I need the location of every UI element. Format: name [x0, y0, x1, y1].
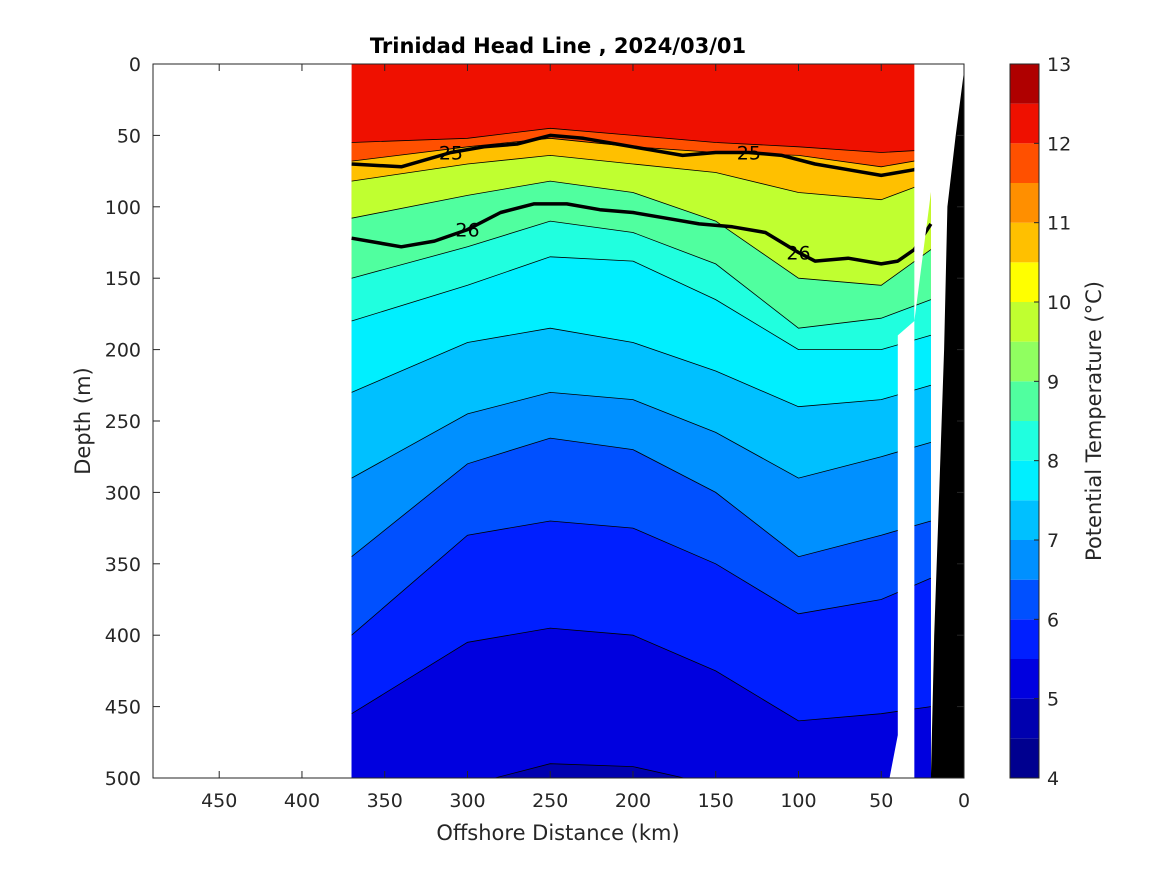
x-tick-label: 350	[367, 790, 403, 812]
isotherm-6	[351, 520, 932, 636]
y-tick-label: 150	[105, 268, 141, 290]
x-axis-label: Offshore Distance (km)	[436, 821, 679, 845]
isotherm-10	[351, 154, 932, 201]
isotherm-7	[351, 391, 932, 479]
x-tick-label: 300	[449, 790, 485, 812]
isotherm-5	[493, 763, 686, 778]
density-contour-label-25: 25	[439, 143, 463, 165]
isotherm-8	[351, 256, 932, 350]
x-tick-label: 100	[780, 790, 816, 812]
x-tick-label: 150	[698, 790, 734, 812]
y-tick-label: 0	[129, 54, 141, 76]
isotherm-12	[351, 127, 931, 153]
density-contour-layer: 25 25 26 26	[351, 133, 933, 266]
colorbar-tick-label: 11	[1047, 213, 1071, 235]
colorbar-swatch	[1010, 341, 1039, 382]
colorbar-swatch	[1010, 381, 1039, 421]
y-tick-label: 100	[105, 197, 141, 219]
density-contour-label-25: 25	[737, 143, 761, 165]
colorbar-frame	[1009, 63, 1040, 779]
x-tick-label: 200	[615, 790, 651, 812]
isotherm-7.5	[351, 327, 932, 408]
colorbar-swatch	[1010, 460, 1039, 501]
bathymetry-layer	[889, 64, 964, 778]
colorbar-tick-label: 5	[1047, 689, 1059, 711]
isotherm-8.5	[351, 220, 932, 329]
x-tick-label: 400	[284, 790, 320, 812]
x-tick-label: 250	[532, 790, 568, 812]
y-tick-label: 200	[105, 340, 141, 362]
isotherm-6.5	[351, 437, 932, 558]
colorbar-swatch	[1010, 579, 1039, 620]
colorbar-swatch	[1010, 103, 1039, 144]
chart-title: Trinidad Head Line , 2024/03/01	[370, 34, 746, 58]
x-tick-label: 50	[869, 790, 893, 812]
colorbar-tick-label: 4	[1047, 768, 1059, 790]
y-tick-label: 350	[105, 554, 141, 576]
temp-band-5	[494, 763, 684, 778]
colorbar-swatch	[1010, 421, 1039, 461]
density-contour-25	[351, 133, 932, 178]
temperature-fill-layer	[351, 64, 931, 778]
colorbar-swatch	[1010, 540, 1039, 580]
isotherm-11	[351, 137, 931, 168]
y-tick-label: 50	[117, 125, 141, 147]
no-data-mask	[889, 64, 964, 778]
colorbar-tick-label: 6	[1047, 609, 1059, 631]
colorbar-swatch	[1010, 64, 1039, 104]
colorbar-swatch	[1010, 698, 1039, 739]
colorbar-tick-label: 8	[1047, 451, 1059, 473]
colorbar-swatch	[1010, 143, 1039, 183]
colorbar-swatch	[1010, 659, 1039, 699]
colorbar-swatch	[1010, 183, 1039, 223]
colorbar-tick-label: 13	[1047, 54, 1071, 76]
plot-area: 25 25 26 26	[152, 63, 965, 779]
colorbar: 4 5 6 7 8 9 10 11 12 13	[1009, 54, 1071, 790]
x-axis: 450 400 350 300 250 200 150 100 50 0	[201, 64, 970, 812]
colorbar-swatch	[1010, 738, 1039, 778]
colorbar-swatch	[1010, 302, 1039, 342]
y-tick-label: 300	[105, 482, 141, 504]
x-tick-label: 450	[201, 790, 237, 812]
x-tick-label: 0	[958, 790, 970, 812]
density-contour-label-26: 26	[455, 220, 479, 242]
colorbar-swatch	[1010, 500, 1039, 540]
isotherm-contour-layer	[351, 127, 932, 778]
colorbar-tick-label: 10	[1047, 292, 1071, 314]
colorbar-tick-label: 7	[1047, 530, 1059, 552]
colorbar-swatch	[1010, 619, 1039, 659]
density-contour-label-26: 26	[786, 242, 810, 264]
temp-band-5.5	[351, 628, 931, 778]
bathymetry	[914, 71, 964, 778]
colorbar-label: Potential Temperature (°C)	[1082, 281, 1106, 561]
y-axis: 0 50 100 150 200 250 300 350 400 450 500	[105, 54, 964, 790]
colorbar-tick-label: 9	[1047, 371, 1059, 393]
y-tick-label: 500	[105, 768, 141, 790]
colorbar-swatch	[1010, 262, 1039, 302]
isotherm-5.5	[351, 627, 931, 722]
colorbar-swatch	[1010, 222, 1039, 263]
y-tick-label: 450	[105, 697, 141, 719]
y-axis-label: Depth (m)	[71, 367, 95, 474]
colorbar-tick-label: 12	[1047, 133, 1071, 155]
isotherm-9	[351, 180, 932, 286]
y-tick-label: 400	[105, 625, 141, 647]
y-tick-label: 250	[105, 411, 141, 433]
density-contour-26	[351, 202, 933, 266]
